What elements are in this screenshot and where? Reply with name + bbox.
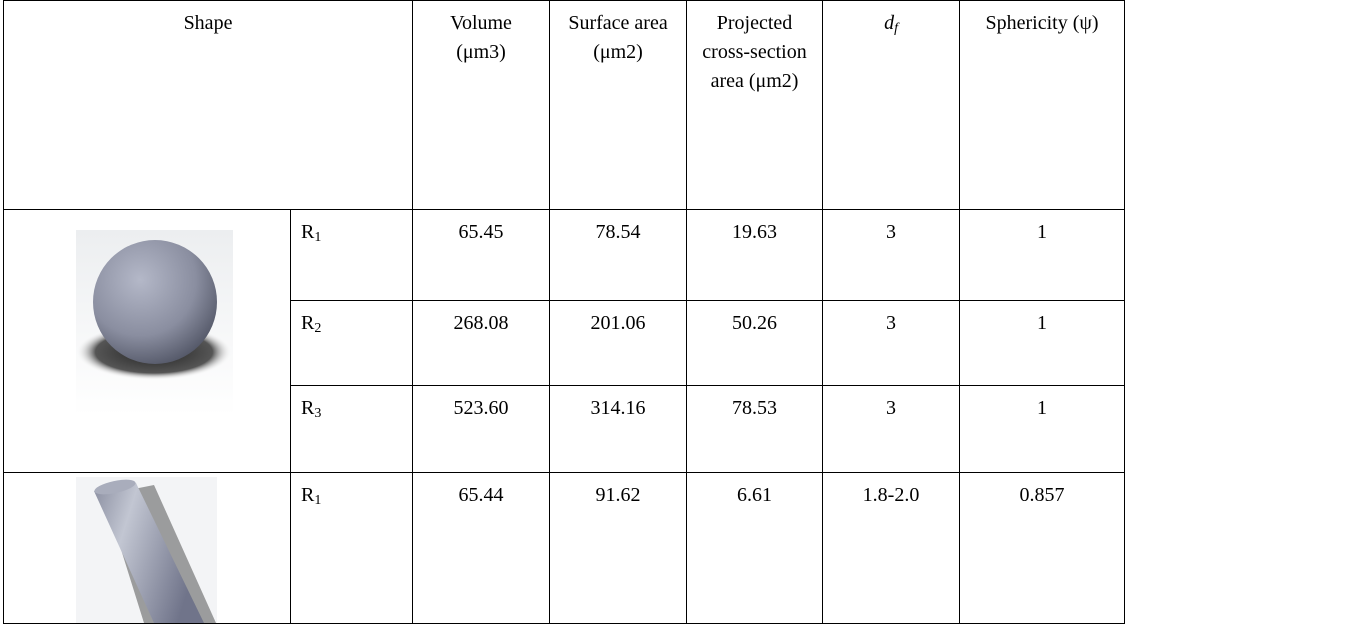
label-sub: 3 — [314, 405, 322, 421]
cell: 201.06 — [549, 300, 688, 386]
cell: 3 — [822, 384, 961, 474]
label-base: R — [301, 312, 315, 335]
label-sub: 2 — [314, 321, 322, 337]
cell: 0.857 — [959, 472, 1126, 624]
header-row: Shape Volume (μm3) Surface area (μm2) Pr… — [2, 0, 1126, 210]
row: R1 65.44 91.62 6.61 1.8-2.0 0.857 — [3, 472, 1126, 624]
subscript: f — [894, 21, 898, 36]
header-cell: Sphericity (ψ) — [959, 0, 1126, 210]
header-cell: Surface area (μm2) — [549, 0, 688, 210]
symbol: d — [884, 12, 895, 34]
properties-table: Shape Volume (μm3) Surface area (μm2) Pr… — [2, 0, 1126, 624]
label-sub: 1 — [314, 493, 322, 508]
cell: 3 — [822, 300, 961, 386]
label-base: R — [301, 396, 315, 419]
image-cell — [3, 209, 291, 473]
label-sub: 1 — [314, 230, 322, 245]
document: Shape Volume (μm3) Surface area (μm2) Pr… — [2, 0, 1126, 624]
cell: 1.8-2.0 — [822, 472, 961, 624]
row: R3 523.60 314.16 78.53 3 1 — [4, 384, 1126, 474]
cell: 65.45 — [412, 208, 551, 302]
cell: 523.60 — [412, 384, 551, 474]
cell: 78.53 — [686, 384, 824, 474]
cell: 268.08 — [412, 300, 551, 386]
cell: 1 — [959, 384, 1126, 474]
cell: 91.62 — [549, 472, 688, 624]
header-cell: Shape — [2, 0, 414, 210]
header-cell: df — [822, 0, 961, 210]
image-cell — [3, 472, 291, 624]
cylinder-image — [76, 477, 217, 623]
cell: 19.63 — [686, 208, 824, 302]
cell: 65.44 — [412, 472, 551, 624]
label-base: R — [301, 484, 315, 506]
cell: 50.26 — [686, 300, 824, 386]
header-cell: Projected cross-section area (μm2) — [686, 0, 824, 210]
cell: 6.61 — [686, 472, 824, 624]
sphere-image — [76, 230, 233, 416]
row-label: R2 — [289, 300, 414, 386]
label-base: R — [301, 221, 315, 243]
row-label: R3 — [289, 384, 414, 474]
page: html, body { margin: 0; padding: 0; back… — [2, 0, 1126, 624]
row: R1 65.45 78.54 19.63 3 1 — [3, 208, 1126, 473]
cell: 78.54 — [549, 208, 688, 302]
row-label: R1 — [289, 208, 414, 302]
cell: 1 — [959, 300, 1126, 386]
cell: 3 — [822, 208, 961, 302]
row-label: R1 — [289, 472, 414, 624]
row: R2 268.08 201.06 50.26 3 1 — [4, 300, 1126, 386]
cell: 1 — [959, 208, 1126, 302]
header-cell: Volume (μm3) — [412, 0, 551, 210]
cell: 314.16 — [549, 384, 688, 474]
